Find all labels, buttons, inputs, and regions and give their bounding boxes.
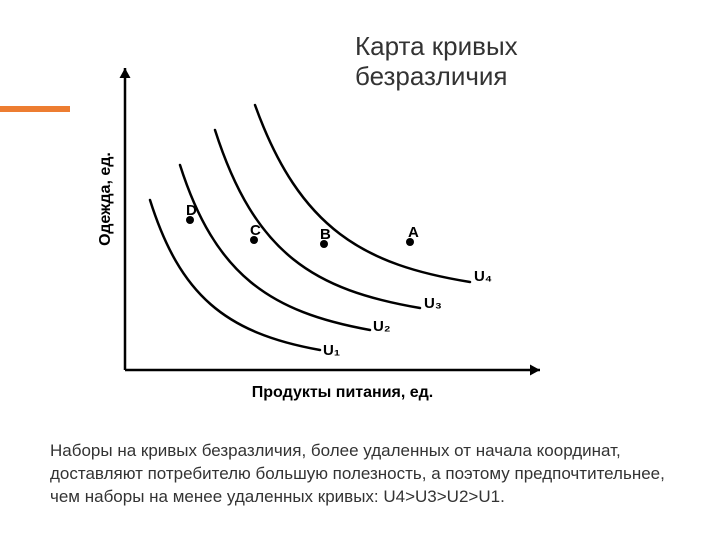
curve-label-U3: U₃ bbox=[424, 295, 442, 312]
point-label-A: A bbox=[408, 224, 419, 241]
point-label-B: B bbox=[320, 226, 331, 243]
chart: Продукты питания, ед. Одежда, ед. U₁ U₂ U₃… bbox=[70, 50, 580, 405]
page: Карта кривых безразличия Продукты питани… bbox=[0, 0, 720, 540]
curve-label-U4: U₄ bbox=[474, 268, 492, 285]
point-label-C: C bbox=[250, 222, 261, 239]
curve-U3 bbox=[215, 130, 420, 308]
x-axis-label: Продукты питания, ед. bbox=[165, 384, 520, 402]
y-axis-label: Одежда, ед. bbox=[97, 88, 115, 310]
curve-U1 bbox=[150, 200, 320, 350]
curve-label-U2: U₂ bbox=[373, 318, 391, 335]
x-axis-arrow bbox=[530, 365, 540, 376]
point-label-D: D bbox=[186, 202, 197, 219]
curve-U2 bbox=[180, 165, 370, 330]
accent-bar bbox=[0, 106, 70, 112]
y-axis-arrow bbox=[120, 68, 131, 78]
curve-label-U1: U₁ bbox=[323, 342, 340, 359]
caption-text: Наборы на кривых безразличия, более удал… bbox=[50, 440, 670, 509]
